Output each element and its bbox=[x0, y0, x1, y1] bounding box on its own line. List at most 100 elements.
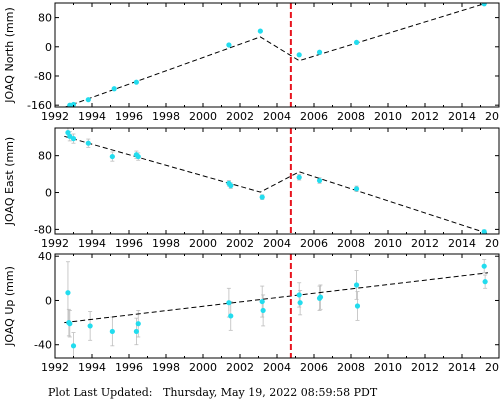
panel-east-data bbox=[64, 128, 489, 234]
data-point bbox=[65, 290, 71, 296]
x-tick-label: 2004 bbox=[263, 110, 291, 123]
last-updated-timestamp: Thursday, May 19, 2022 08:59:58 PDT bbox=[162, 386, 378, 399]
data-point bbox=[135, 153, 141, 160]
panel-up: 1992 1994 1996 1998 2000 2002 2004 2006 2008 2010… bbox=[3, 250, 500, 374]
data-point bbox=[85, 97, 91, 103]
x-tick-label: 1996 bbox=[115, 361, 143, 374]
x-tick-label: 2002 bbox=[226, 110, 254, 123]
data-point bbox=[481, 263, 487, 269]
x-tick-label: 2006 bbox=[300, 237, 328, 250]
data-point bbox=[67, 133, 73, 139]
x-tick-label: 2014 bbox=[448, 237, 476, 250]
x-tick-label: 2016 bbox=[485, 361, 500, 374]
x-tick-label: 2008 bbox=[337, 361, 365, 374]
data-point bbox=[87, 323, 93, 329]
trend-line bbox=[64, 3, 489, 107]
data-point bbox=[135, 321, 141, 327]
y-axis-label: JOAQ East (mm) bbox=[3, 137, 16, 226]
panel-north-data bbox=[64, 3, 489, 107]
data-point bbox=[316, 49, 323, 55]
data-point bbox=[296, 174, 302, 180]
data-point bbox=[481, 3, 487, 7]
data-point bbox=[70, 101, 77, 107]
data-point bbox=[257, 28, 263, 34]
y-tick-label: 80 bbox=[38, 12, 52, 25]
x-tick-label: 2014 bbox=[448, 110, 476, 123]
x-tick-label: 1998 bbox=[152, 361, 180, 374]
data-point bbox=[226, 42, 232, 48]
x-tick-label: 2016 bbox=[485, 237, 500, 250]
x-tick-label: 2002 bbox=[226, 237, 254, 250]
x-tick-label: 1992 bbox=[41, 110, 69, 123]
y-tick-label: -80 bbox=[34, 70, 52, 83]
x-tick-label: 1994 bbox=[78, 110, 106, 123]
data-point bbox=[354, 303, 361, 309]
x-tick-label: 1996 bbox=[115, 237, 143, 250]
x-tick-label: 2002 bbox=[226, 361, 254, 374]
y-tick-label: -80 bbox=[34, 223, 52, 236]
y-tick-label: -40 bbox=[34, 339, 52, 352]
y-tick-label: 0 bbox=[45, 187, 52, 200]
x-tick-label: 1992 bbox=[41, 361, 69, 374]
y-axis-label: JOAQ North (mm) bbox=[3, 7, 16, 103]
x-tick-label: 1994 bbox=[78, 361, 106, 374]
data-point bbox=[297, 300, 303, 306]
data-point bbox=[353, 282, 360, 288]
data-point bbox=[133, 79, 139, 85]
x-tick-label: 1992 bbox=[41, 237, 69, 250]
x-tick-label: 1996 bbox=[115, 110, 143, 123]
last-updated-label: Plot Last Updated: bbox=[48, 386, 153, 399]
data-point bbox=[482, 279, 488, 285]
data-point bbox=[353, 39, 360, 46]
data-point bbox=[228, 313, 234, 319]
x-tick-label: 2010 bbox=[374, 361, 402, 374]
x-tick-label: 1994 bbox=[78, 237, 106, 250]
panel-up-data bbox=[64, 259, 488, 358]
data-point bbox=[85, 140, 91, 146]
data-point bbox=[316, 177, 323, 184]
x-tick-label: 2004 bbox=[263, 361, 291, 374]
data-point bbox=[296, 52, 302, 58]
x-tick-label: 2012 bbox=[411, 237, 439, 250]
y-tick-label: -160 bbox=[27, 99, 52, 112]
x-tick-label: 1998 bbox=[152, 237, 180, 250]
y-tick-label: 0 bbox=[45, 294, 52, 307]
y-tick-label: 80 bbox=[38, 150, 52, 163]
plot-last-updated: Plot Last Updated: Thursday, May 19, 202… bbox=[48, 386, 377, 399]
x-tick-label: 2010 bbox=[374, 110, 402, 123]
data-point bbox=[296, 292, 302, 298]
data-point bbox=[133, 328, 139, 335]
data-point bbox=[67, 321, 73, 327]
data-point bbox=[260, 307, 266, 314]
data-point bbox=[353, 186, 360, 192]
x-tick-label: 2010 bbox=[374, 237, 402, 250]
x-tick-label: 2000 bbox=[189, 110, 217, 123]
x-tick-label: 2000 bbox=[189, 237, 217, 250]
data-point bbox=[109, 153, 115, 160]
data-point bbox=[226, 300, 232, 306]
data-point bbox=[70, 136, 77, 142]
data-point bbox=[259, 194, 265, 200]
x-tick-label: 1998 bbox=[152, 110, 180, 123]
data-point bbox=[259, 298, 265, 305]
plot-frame bbox=[54, 127, 500, 235]
data-point bbox=[111, 86, 117, 92]
plot-frame bbox=[54, 2, 500, 108]
x-tick-label: 2012 bbox=[411, 361, 439, 374]
data-point bbox=[317, 294, 324, 300]
data-point bbox=[109, 328, 115, 335]
x-tick-label: 2008 bbox=[337, 110, 365, 123]
x-tick-label: 2004 bbox=[263, 237, 291, 250]
trend-line bbox=[64, 272, 488, 324]
panel-north: 1992 1994 1996 1998 2000 2002 2004 2006 2008 2010… bbox=[3, 2, 500, 123]
y-tick-label: 40 bbox=[38, 250, 52, 263]
plot-frame bbox=[54, 253, 500, 359]
x-tick-label: 2008 bbox=[337, 237, 365, 250]
data-point bbox=[70, 343, 77, 349]
x-tick-label: 2006 bbox=[300, 110, 328, 123]
y-tick-label: 0 bbox=[45, 41, 52, 54]
y-axis-label: JOAQ Up (mm) bbox=[3, 266, 16, 347]
x-tick-label: 2006 bbox=[300, 361, 328, 374]
x-tick-label: 2012 bbox=[411, 110, 439, 123]
